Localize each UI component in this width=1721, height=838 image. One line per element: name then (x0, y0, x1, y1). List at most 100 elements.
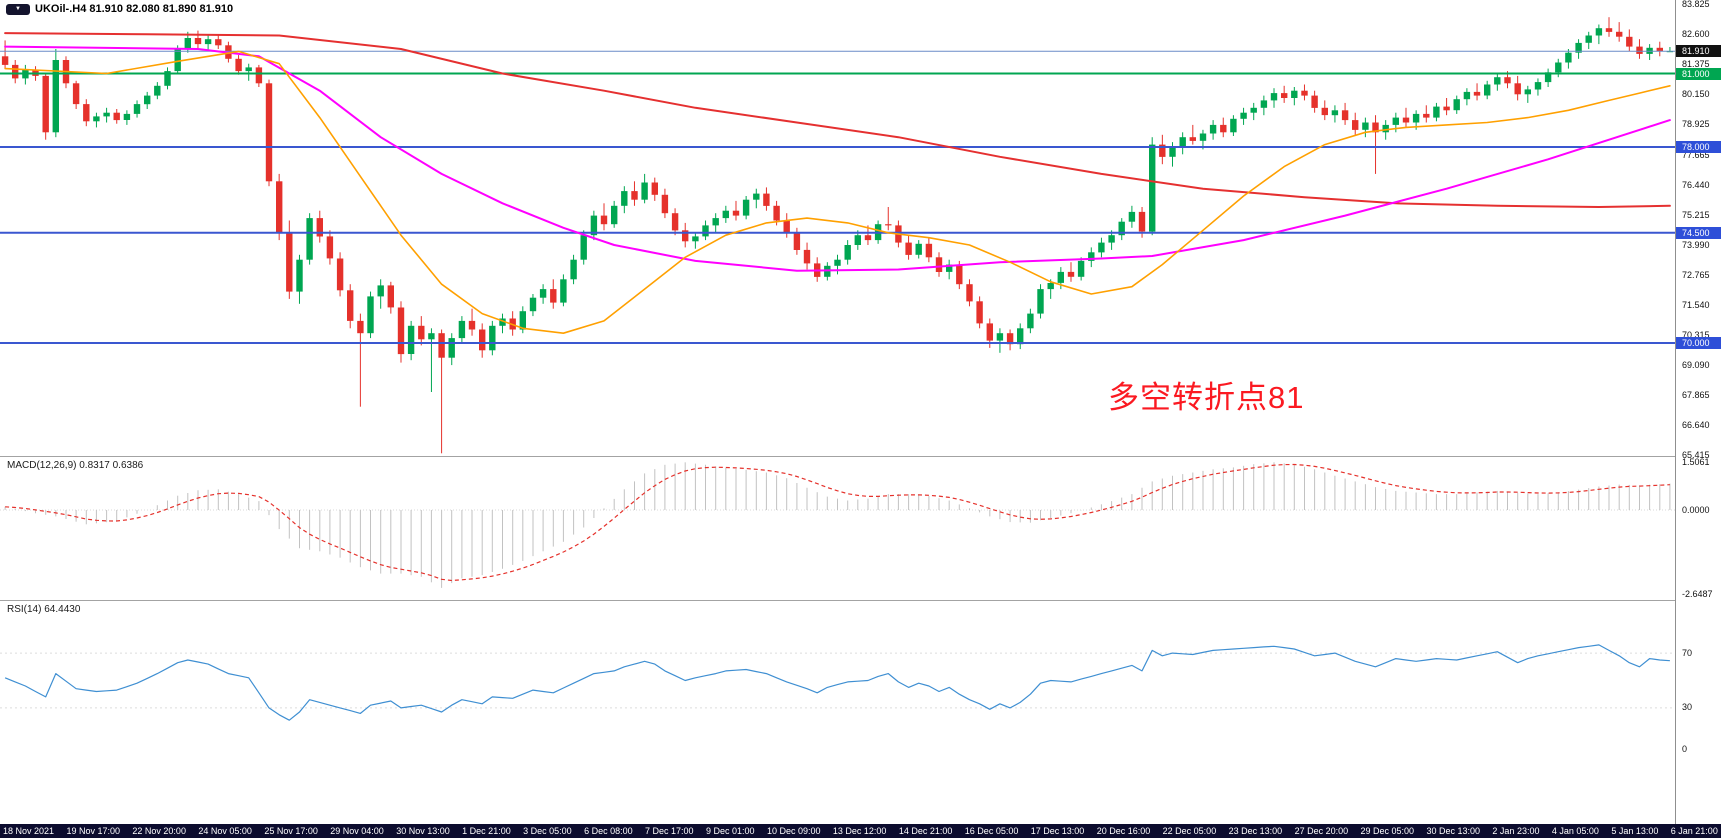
candle-body (1189, 137, 1196, 141)
candle-body (1484, 84, 1491, 96)
candle-body (407, 325, 415, 354)
candle-body (1402, 117, 1410, 123)
triangle-down-icon: ▼ (15, 6, 21, 12)
candle-body (1565, 52, 1572, 63)
ma-fast-orange (4, 50, 1671, 335)
candle-body (164, 71, 171, 86)
price-axis-label: 72.765 (1682, 269, 1710, 280)
candle-body (702, 225, 709, 237)
time-axis-label: 29 Nov 04:00 (330, 826, 384, 836)
rsi-axis-label: 70 (1682, 647, 1693, 658)
candle-body (1585, 35, 1592, 43)
candle-body (1037, 289, 1044, 314)
candle-body (1534, 82, 1542, 90)
candle-body (1494, 77, 1501, 85)
candle-body (519, 311, 526, 330)
candle-body (377, 285, 384, 297)
candle-body (1453, 99, 1460, 111)
candle-body (763, 193, 770, 206)
price-axis-label: 78.925 (1682, 118, 1710, 129)
candle-body (255, 67, 263, 84)
candle-body (458, 320, 466, 339)
candle-body (1118, 221, 1125, 236)
candle-body (1524, 89, 1531, 95)
price-axis-label: 69.090 (1682, 359, 1710, 370)
candle-body (1433, 106, 1440, 118)
candle-body (265, 83, 273, 182)
candle-body (1199, 133, 1207, 141)
macd-panel-canvas[interactable] (0, 456, 1675, 600)
candle-body (1077, 260, 1085, 277)
candle-body (956, 264, 963, 285)
price-axis[interactable]: 83.825 82.600 81.375 80.150 78.925 77.665 76.4… (1676, 0, 1721, 824)
candle-body (1027, 313, 1034, 329)
candle-body (1473, 91, 1481, 96)
candle-body (1138, 211, 1146, 232)
time-axis-label: 14 Dec 21:00 (898, 826, 953, 836)
candle-body (1281, 93, 1288, 98)
candle-body (133, 104, 141, 114)
candle-body (692, 236, 699, 242)
candle-body (428, 333, 435, 340)
candle-body (12, 64, 19, 79)
candle-body (986, 323, 993, 341)
candle-body (1169, 147, 1176, 157)
candle-body (1260, 100, 1268, 108)
candle-body (42, 75, 49, 133)
candle-body (1017, 328, 1024, 345)
candle-body (1321, 107, 1328, 116)
price-axis-label: 83.825 (1682, 0, 1710, 9)
time-axis[interactable]: 18 Nov 2021 19 Nov 17:00 22 Nov 20:00 24 No… (0, 824, 1721, 838)
time-axis-label: 3 Dec 05:00 (523, 826, 572, 836)
chart-text-annotation[interactable]: 多空转折点81 (1108, 380, 1305, 415)
price-badge-74.500: 74.500 (1676, 226, 1721, 239)
candle-body (1514, 83, 1521, 95)
candle-body (1067, 271, 1075, 277)
candle-body (905, 242, 912, 255)
candle-body (103, 112, 110, 117)
candle-body (1301, 90, 1308, 96)
price-axis-label: 77.665 (1682, 149, 1710, 160)
quote-bar: ▼ UKOil-.H4 81.910 82.080 81.890 81.910 (6, 3, 233, 15)
price-badge-81.000: 81.000 (1676, 67, 1721, 80)
macd-axis-label: 0.0000 (1682, 504, 1710, 515)
candle-body (1331, 110, 1339, 116)
quote-collapse-button[interactable]: ▼ (6, 3, 30, 15)
candle-body (742, 199, 750, 216)
candle-body (1372, 122, 1379, 133)
candle-body (204, 39, 212, 45)
time-axis-label: 29 Dec 05:00 (1360, 826, 1415, 836)
time-axis-label: 22 Dec 05:00 (1162, 826, 1217, 836)
rsi-panel-canvas[interactable] (0, 600, 1675, 824)
candle-body (1179, 137, 1186, 147)
candle-body (560, 279, 567, 303)
price-axis-label: 81.375 (1682, 58, 1710, 69)
candle-body (722, 210, 729, 219)
candle-body (793, 232, 801, 250)
price-axis-label: 71.540 (1682, 299, 1710, 310)
candle-body (347, 290, 354, 321)
price-badge-70.000: 70.000 (1676, 337, 1721, 349)
candle-body (418, 325, 425, 340)
time-axis-label: 19 Nov 17:00 (66, 826, 120, 836)
candle-body (93, 116, 100, 122)
candle-body (448, 338, 455, 358)
price-axis-border (1675, 0, 1676, 824)
candle-body (682, 230, 689, 242)
price-axis-label: 76.440 (1682, 179, 1710, 190)
candle-body (1149, 144, 1156, 232)
candle-body (1311, 95, 1318, 108)
ma-slow-red (4, 32, 1671, 208)
candle-body (144, 95, 151, 105)
candle-body (1098, 242, 1105, 253)
symbol-ohlc-quote: UKOil-.H4 81.910 82.080 81.890 81.910 (35, 3, 234, 15)
candle-body (1423, 113, 1430, 118)
candle-body (397, 307, 405, 355)
time-axis-label: 13 Dec 12:00 (832, 826, 887, 836)
main-price-chart-canvas[interactable] (0, 0, 1675, 456)
candle-body (854, 235, 861, 245)
time-axis-label: 6 Dec 08:00 (584, 826, 633, 836)
candle-body (1382, 124, 1389, 133)
candle-body (52, 60, 59, 133)
